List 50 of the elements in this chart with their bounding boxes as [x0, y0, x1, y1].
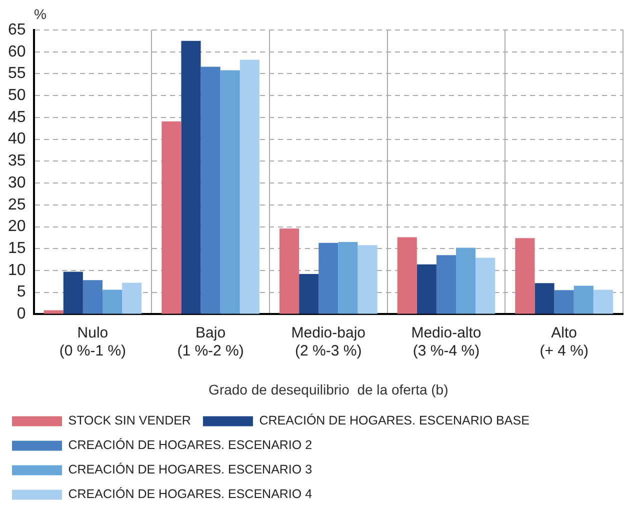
- y-tick-label: 0: [16, 306, 26, 323]
- bar: [181, 40, 201, 314]
- x-tick-label: Bajo (1 %-2 %): [177, 324, 244, 360]
- bar: [82, 280, 102, 314]
- bar: [63, 272, 83, 314]
- bar: [338, 242, 358, 314]
- y-tick-label: 40: [8, 130, 26, 148]
- bar: [240, 60, 260, 314]
- y-tick-label: 55: [8, 65, 26, 82]
- bar: [593, 290, 613, 314]
- bar: [102, 290, 122, 314]
- legend-label: CREACIÓN DE HOGARES. ESCENARIO 3: [68, 462, 312, 477]
- x-tick-label: Nulo (0 %-1 %): [59, 324, 126, 360]
- y-tick-label: 60: [8, 43, 26, 60]
- y-tick-label: 20: [8, 218, 26, 236]
- y-tick-label: 10: [8, 262, 26, 279]
- bar: [162, 121, 182, 314]
- y-tick-label: 5: [16, 284, 26, 301]
- y-tick-label: 15: [8, 240, 26, 258]
- bar: [299, 274, 319, 314]
- legend-label: CREACIÓN DE HOGARES. ESCENARIO 4: [68, 487, 312, 502]
- bar: [436, 255, 456, 314]
- legend-label: CREACIÓN DE HOGARES. ESCENARIO 2: [68, 438, 312, 452]
- x-tick-label: Medio-bajo (2 %-3 %): [291, 324, 366, 360]
- y-tick-label: 35: [8, 152, 26, 170]
- bar: [515, 238, 535, 314]
- y-tick-label: 65: [8, 21, 26, 38]
- y-tick-label: 45: [8, 108, 26, 126]
- bar: [456, 248, 476, 314]
- x-tick-label: Medio-alto (3 %-4 %): [411, 324, 482, 360]
- bar: [200, 66, 220, 314]
- x-axis-title: Grado de desequilibrio de la oferta (b): [208, 381, 448, 398]
- bar: [397, 237, 417, 314]
- bar: [534, 283, 554, 314]
- legend-label: CREACIÓN DE HOGARES. ESCENARIO BASE: [259, 414, 530, 428]
- bar: [574, 286, 594, 314]
- bar: [416, 264, 436, 314]
- bar: [476, 258, 496, 314]
- bar: [554, 290, 574, 314]
- bar: [220, 70, 240, 314]
- y-tick-label: 30: [8, 174, 26, 192]
- bar: [122, 282, 142, 314]
- x-tick-label: Alto (+ 4 %): [540, 324, 588, 360]
- bar: [318, 242, 338, 314]
- bar: [279, 228, 300, 314]
- legend-label: STOCK SIN VENDER: [68, 414, 191, 428]
- y-tick-label: 25: [8, 196, 26, 214]
- y-axis-title: %: [34, 6, 46, 22]
- y-tick-label: 50: [8, 86, 26, 104]
- bar: [358, 245, 378, 314]
